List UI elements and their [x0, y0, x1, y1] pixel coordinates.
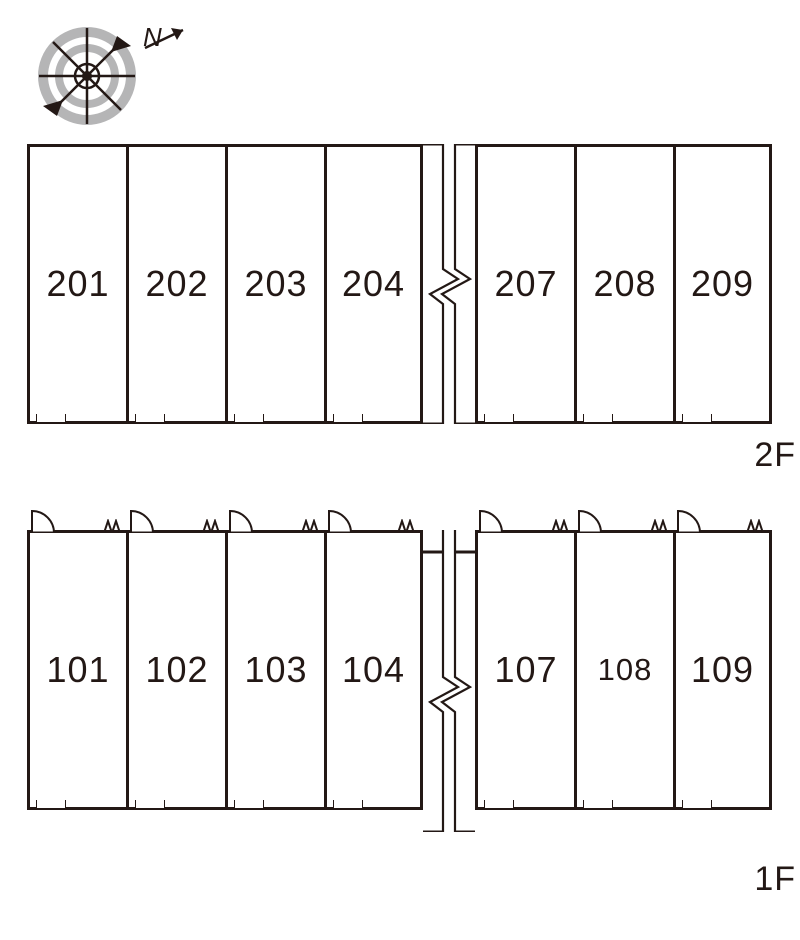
unit-label: 109 — [691, 649, 754, 691]
floor-2f: 201 202 203 204 207 — [27, 144, 773, 424]
unit-202: 202 — [126, 144, 225, 424]
door-marker — [583, 414, 613, 423]
unit-label: 104 — [342, 649, 405, 691]
unit-209: 209 — [673, 144, 772, 424]
vent-icon — [651, 519, 667, 533]
vent-icon — [552, 519, 568, 533]
unit-208: 208 — [574, 144, 673, 424]
unit-label: 107 — [494, 649, 557, 691]
door-marker — [583, 800, 613, 809]
door-marker — [135, 414, 165, 423]
unit-label: 202 — [145, 263, 208, 305]
break-line-icon — [423, 530, 475, 832]
door-marker — [135, 800, 165, 809]
door-marker — [36, 414, 66, 423]
unit-label: 201 — [46, 263, 109, 305]
unit-201: 201 — [27, 144, 126, 424]
door-swing-icon — [478, 507, 522, 533]
floor-2f-label: 2F — [754, 436, 796, 475]
vent-icon — [104, 519, 120, 533]
vent-icon — [747, 519, 763, 533]
door-swing-icon — [577, 507, 621, 533]
compass: N — [35, 18, 195, 133]
door-swing-icon — [30, 507, 74, 533]
unit-label: 108 — [598, 652, 653, 688]
door-marker — [333, 414, 363, 423]
unit-label: 207 — [494, 263, 557, 305]
floor-2f-units: 201 202 203 204 207 — [27, 144, 773, 424]
unit-label: 102 — [145, 649, 208, 691]
unit-label: 209 — [691, 263, 754, 305]
floor-1f: 101 102 103 104 — [27, 530, 773, 810]
unit-108: 108 — [574, 530, 673, 810]
unit-109: 109 — [673, 530, 772, 810]
compass-icon: N — [35, 18, 195, 128]
door-marker — [234, 414, 264, 423]
floor-1f-units: 101 102 103 104 — [27, 530, 773, 810]
door-marker — [484, 414, 514, 423]
door-swing-icon — [676, 507, 720, 533]
unit-204: 204 — [324, 144, 423, 424]
door-swing-icon — [327, 507, 371, 533]
door-swing-icon — [228, 507, 272, 533]
door-marker — [484, 800, 514, 809]
unit-107: 107 — [475, 530, 574, 810]
floor-break — [423, 530, 475, 810]
door-marker — [36, 800, 66, 809]
unit-label: 103 — [244, 649, 307, 691]
unit-104: 104 — [324, 530, 423, 810]
unit-101: 101 — [27, 530, 126, 810]
unit-label: 204 — [342, 263, 405, 305]
break-line-icon — [423, 144, 475, 424]
unit-label: 101 — [46, 649, 109, 691]
floor-1f-label: 1F — [754, 860, 796, 899]
unit-label: 203 — [244, 263, 307, 305]
door-swing-icon — [129, 507, 173, 533]
door-marker — [682, 800, 712, 809]
vent-icon — [302, 519, 318, 533]
door-marker — [682, 414, 712, 423]
unit-203: 203 — [225, 144, 324, 424]
unit-label: 208 — [593, 263, 656, 305]
door-marker — [333, 800, 363, 809]
unit-103: 103 — [225, 530, 324, 810]
door-marker — [234, 800, 264, 809]
unit-207: 207 — [475, 144, 574, 424]
vent-icon — [398, 519, 414, 533]
floor-break — [423, 144, 475, 424]
unit-102: 102 — [126, 530, 225, 810]
vent-icon — [203, 519, 219, 533]
